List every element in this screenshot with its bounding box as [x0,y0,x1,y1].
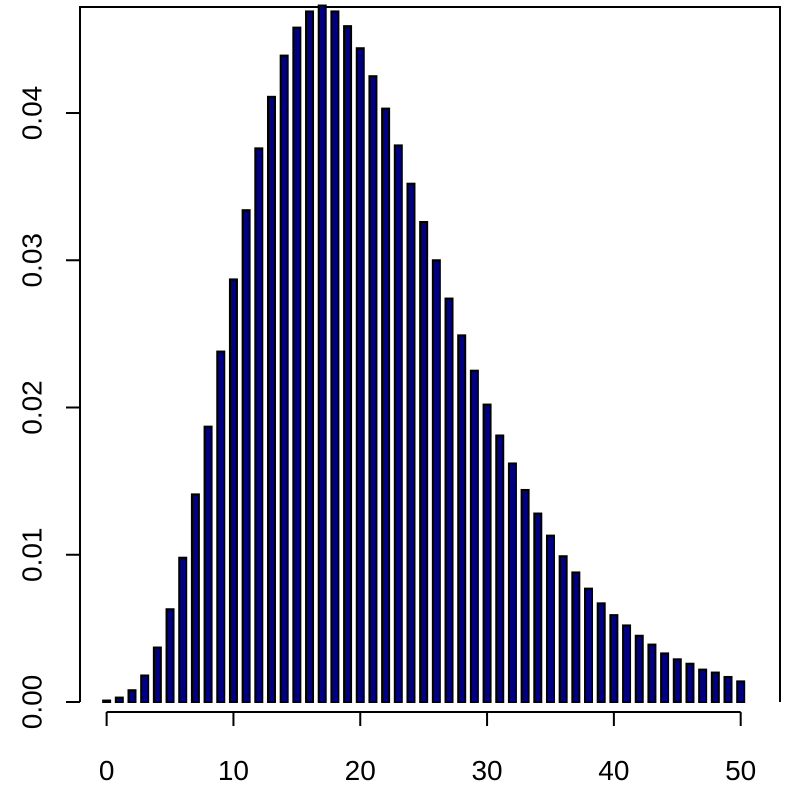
bar [305,10,315,704]
bar [228,278,238,703]
bar [393,144,403,703]
bar [723,675,733,703]
bar [634,634,644,703]
bar [190,493,200,704]
bar [292,26,302,704]
bar [672,658,682,703]
bar [102,699,112,703]
bar [330,10,340,704]
x-tick-label: 10 [218,755,249,786]
bar [698,668,708,704]
bar [127,689,137,703]
y-tick-label: 0.04 [17,86,48,141]
x-tick-label: 30 [471,755,502,786]
bar [545,534,555,704]
bar [444,297,454,703]
bar [317,4,327,704]
bar [279,54,289,703]
bar [165,608,175,703]
bar [558,555,568,703]
y-tick-label: 0.00 [17,675,48,730]
bar [596,602,606,703]
bar [571,571,581,703]
bar [482,403,492,703]
bar [584,587,594,704]
bar [736,680,746,704]
bar [419,220,429,703]
bar [660,652,670,703]
y-tick-label: 0.02 [17,380,48,435]
bar [609,614,619,703]
bar [254,147,264,703]
x-tick-label: 50 [725,755,756,786]
bar [368,75,378,703]
bar [178,556,188,703]
bar [406,182,416,704]
bar [520,488,530,703]
bar [266,95,276,704]
bar [647,643,657,704]
bar [203,425,213,703]
bar [457,334,467,703]
bar [507,462,517,703]
bar [533,512,543,704]
bar [140,674,150,704]
bar [622,624,632,703]
bar [710,671,720,703]
bar [343,25,353,703]
bar [381,107,391,704]
y-tick-label: 0.03 [17,233,48,288]
y-tick-label: 0.01 [17,528,48,583]
bar [152,646,162,703]
x-tick-label: 0 [99,755,115,786]
x-tick-label: 40 [598,755,629,786]
x-tick-label: 20 [345,755,376,786]
bar [431,259,441,703]
bar [469,369,479,703]
bar [685,662,695,704]
bar [216,350,226,703]
bar [114,696,124,704]
bar [495,434,505,703]
bar [355,47,365,703]
bar [241,209,251,703]
